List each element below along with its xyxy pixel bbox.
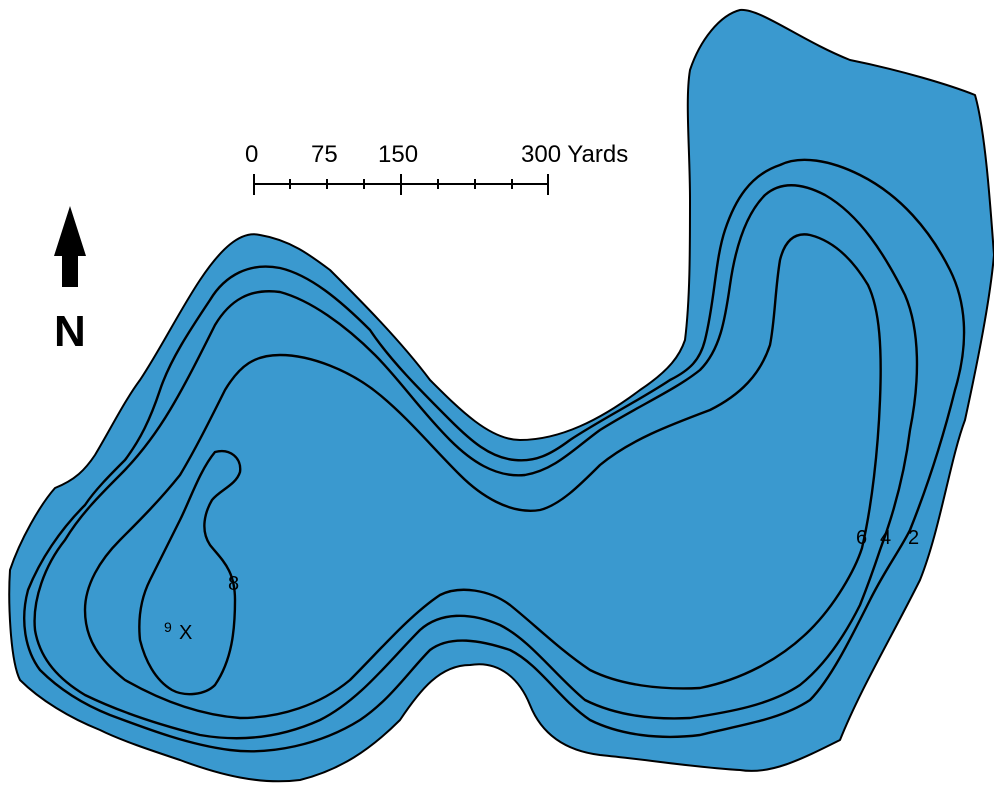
scale-label-150: 150: [378, 141, 418, 168]
north-label: N: [54, 307, 86, 356]
north-arrow-icon: [54, 206, 86, 287]
scale-label-0: 0: [245, 141, 258, 168]
deepest-point-depth: 9: [164, 619, 172, 635]
contour-label-8: 8: [228, 573, 239, 595]
scale-label-300-yards: 300 Yards: [521, 141, 628, 168]
scale-bar: 0 75 150 300 Yards: [245, 141, 628, 195]
north-arrow: N: [54, 206, 86, 356]
contour-4: [33, 184, 919, 740]
contour-label-2: 2: [908, 527, 919, 549]
deepest-point-marker: X: [179, 622, 192, 644]
scale-label-75: 75: [311, 141, 338, 168]
contour-8: [138, 449, 242, 696]
lake-shoreline: [8, 8, 994, 783]
contour-6: [83, 233, 882, 720]
contour-label-6: 6: [856, 527, 867, 549]
contour-2: [23, 158, 966, 753]
contour-label-4: 4: [880, 527, 891, 549]
